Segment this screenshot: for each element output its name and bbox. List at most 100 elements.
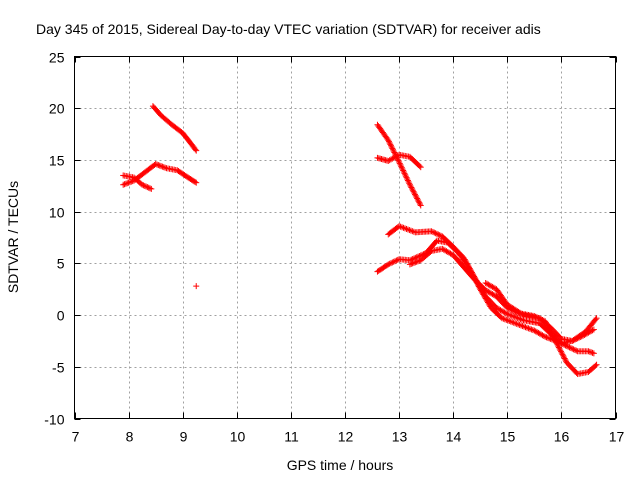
data-point-plus	[398, 164, 405, 171]
data-point-plus	[124, 180, 131, 187]
data-point-plus	[158, 163, 165, 170]
data-point-plus	[501, 316, 508, 323]
data-point-plus	[410, 259, 417, 266]
data-point-plus	[507, 318, 514, 325]
data-point-plus	[543, 334, 550, 341]
data-point-plus	[402, 173, 409, 180]
data-point-plus	[387, 260, 394, 267]
data-point-plus	[417, 164, 424, 171]
chart-title: Day 345 of 2015, Sidereal Day-to-day VTE…	[36, 21, 541, 37]
data-point-plus	[393, 257, 400, 264]
data-point-plus	[516, 321, 523, 328]
data-point-plus	[395, 157, 402, 164]
data-point-plus	[145, 184, 152, 191]
data-point-plus	[193, 147, 200, 154]
data-point-plus	[507, 312, 514, 319]
x-tick-label: 10	[230, 429, 246, 445]
data-point-plus	[558, 349, 565, 356]
data-point-plus	[561, 341, 568, 348]
data-point-plus	[565, 343, 572, 350]
data-point-plus	[557, 334, 564, 341]
data-point-plus	[415, 198, 422, 205]
data-point-plus	[122, 180, 129, 187]
data-point-plus	[155, 162, 162, 169]
data-point-plus	[141, 182, 148, 189]
data-point-plus	[389, 259, 396, 266]
data-point-plus	[414, 195, 421, 202]
data-point-plus	[573, 369, 580, 376]
x-tick-label: 16	[554, 429, 570, 445]
data-point-plus	[390, 146, 397, 153]
data-point-plus	[397, 161, 404, 168]
x-tick-label: 7	[72, 429, 80, 445]
y-tick-label: 0	[57, 308, 65, 324]
x-tick-label: 15	[500, 429, 516, 445]
y-axis-label: SDTVAR / TECUs	[5, 181, 21, 293]
data-point-plus	[397, 223, 404, 230]
data-point-plus	[387, 141, 394, 148]
data-point-plus	[511, 313, 518, 320]
data-point-plus	[401, 170, 408, 177]
data-point-plus	[515, 321, 522, 328]
data-point-plus	[404, 177, 411, 184]
data-point-plus	[557, 347, 564, 354]
data-point-plus	[417, 201, 424, 208]
data-point-plus	[385, 138, 392, 145]
data-point-plus	[546, 335, 553, 342]
data-point-plus	[403, 174, 410, 181]
data-point-plus	[140, 182, 147, 189]
data-point-plus	[516, 315, 523, 322]
data-point-plus	[508, 312, 515, 319]
data-point-plus	[406, 261, 413, 268]
data-point-plus	[396, 160, 403, 167]
data-point-plus	[588, 349, 595, 356]
axis-ticks: 7 8 9 10 11 12 13 14 15 16 17 -10 -5 0 5 10 15 20 25	[44, 50, 624, 445]
data-point-plus	[409, 228, 416, 235]
data-point-plus	[402, 225, 409, 232]
data-point-plus	[593, 315, 600, 322]
data-point-plus	[120, 181, 127, 188]
data-point-plus	[544, 334, 551, 341]
data-point-plus	[409, 185, 416, 192]
data-point-plus	[553, 340, 560, 347]
data-point-plus	[193, 179, 200, 186]
data-point-plus	[512, 320, 519, 327]
data-point-plus	[585, 348, 592, 355]
data-point-plus	[154, 161, 161, 168]
data-point-plus	[417, 202, 424, 209]
data-point-plus	[569, 345, 576, 352]
data-point-plus	[529, 327, 536, 334]
data-point-plus	[160, 164, 167, 171]
data-point-plus	[408, 184, 415, 191]
data-point-plus	[193, 283, 200, 290]
x-tick-label: 17	[609, 429, 625, 445]
data-point-plus	[408, 260, 415, 267]
data-point-plus	[431, 229, 438, 236]
x-tick-label: 13	[392, 429, 408, 445]
data-point-plus	[410, 188, 417, 195]
data-point-plus	[413, 258, 420, 265]
data-point-plus	[400, 224, 407, 231]
data-point-plus	[513, 314, 520, 321]
data-point-plus	[552, 338, 559, 345]
data-point-plus	[519, 323, 526, 330]
data-point-plus	[590, 350, 597, 357]
data-point-plus	[406, 181, 413, 188]
data-point-plus	[398, 163, 405, 170]
data-point-plus	[407, 227, 414, 234]
data-point-plus	[404, 176, 411, 183]
data-point-plus	[390, 148, 397, 155]
y-tick-label: 5	[57, 256, 65, 272]
data-point-plus	[435, 231, 442, 238]
data-point-plus	[412, 192, 419, 199]
data-point-plus	[560, 352, 567, 359]
data-point-plus	[128, 178, 135, 185]
grid	[74, 56, 616, 419]
data-point-plus	[540, 333, 547, 340]
data-point-plus	[593, 361, 600, 368]
data-point-plus	[432, 238, 439, 245]
data-point-plus	[559, 351, 566, 358]
data-point-plus	[559, 341, 566, 348]
data-point-plus	[504, 317, 511, 324]
